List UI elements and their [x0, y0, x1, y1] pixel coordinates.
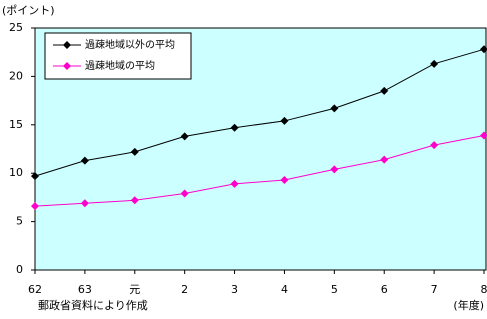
x-tick-label: 62 — [28, 283, 42, 296]
x-tick-label: 5 — [331, 283, 338, 296]
y-tick-label: 25 — [9, 21, 23, 34]
y-tick-label: 0 — [16, 263, 23, 276]
x-axis-label: (年度) — [453, 298, 484, 312]
legend-label: 過疎地域以外の平均 — [85, 38, 175, 51]
y-tick-label: 5 — [16, 215, 23, 228]
x-tick-label: 元 — [129, 283, 140, 296]
x-tick-label: 4 — [281, 283, 288, 296]
y-tick-label: 10 — [9, 166, 23, 179]
x-tick-label: 7 — [431, 283, 438, 296]
source-note: 郵政省資料により作成 — [38, 298, 148, 312]
x-tick-label: 63 — [78, 283, 92, 296]
legend-label: 過疎地域の平均 — [85, 59, 155, 72]
y-tick-label: 20 — [9, 69, 23, 82]
y-axis-label: (ポイント) — [2, 4, 55, 17]
y-tick-label: 15 — [9, 118, 23, 131]
x-tick-label: 2 — [181, 283, 188, 296]
x-tick-label: 6 — [381, 283, 388, 296]
x-tick-label: 8 — [481, 283, 487, 296]
x-tick-label: 3 — [231, 283, 238, 296]
